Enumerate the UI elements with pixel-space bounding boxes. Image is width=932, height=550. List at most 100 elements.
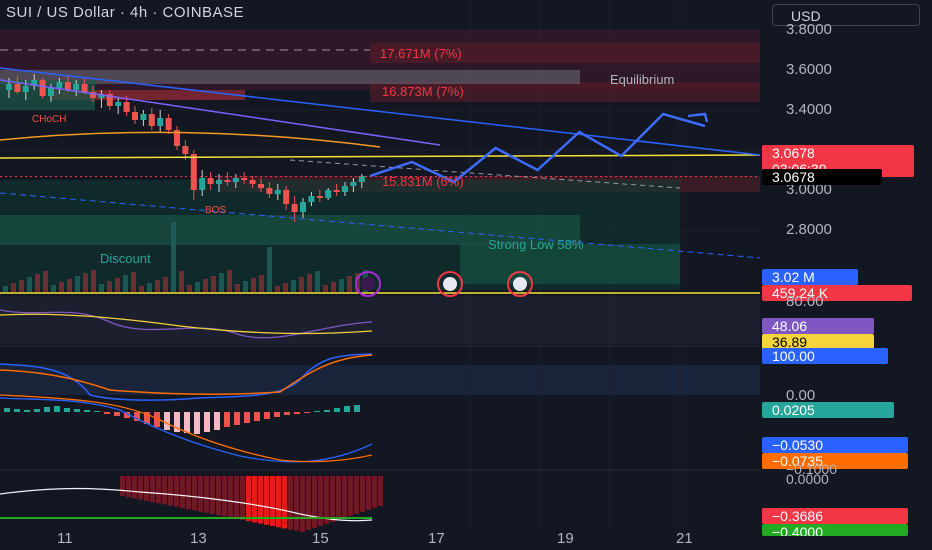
last-pane-bar xyxy=(204,476,209,513)
discount-label: Discount xyxy=(100,251,151,266)
volume-bar xyxy=(323,285,328,292)
volume-bar xyxy=(19,280,24,292)
moving-average xyxy=(0,131,381,148)
last-pane-bar xyxy=(258,476,263,524)
last-pane-bar xyxy=(144,476,149,501)
rsi-ma-tag: 36.89 xyxy=(762,334,874,350)
candle-body xyxy=(224,180,231,182)
us-flag-icon xyxy=(513,277,527,291)
candle-body xyxy=(182,146,189,154)
last-pane-bar xyxy=(156,476,161,504)
price-marker: 3.0678 xyxy=(762,169,882,185)
candle-body xyxy=(325,190,332,198)
last-pane-bar xyxy=(336,476,341,520)
last-pane-bar xyxy=(240,476,245,520)
last-pane-bar xyxy=(186,476,191,510)
currency-selector[interactable]: USD xyxy=(772,4,920,26)
lightning-icon xyxy=(361,277,375,291)
last-pane-bar xyxy=(168,476,173,506)
macd-histogram-bar xyxy=(294,412,300,414)
volume-bar xyxy=(123,275,128,292)
candle-body xyxy=(249,180,256,184)
last-pane-bar xyxy=(174,476,179,507)
candle-body xyxy=(333,190,340,192)
candle-body xyxy=(73,84,80,90)
projection-arrowhead xyxy=(687,112,709,123)
stoch-zero-level: 0.00 xyxy=(786,387,816,404)
candle-body xyxy=(342,186,348,192)
macd-histogram-bar xyxy=(24,410,30,412)
support-line xyxy=(0,154,761,159)
last-pane-bar xyxy=(192,476,197,511)
volume-bar xyxy=(91,270,96,292)
last-pane-bar xyxy=(342,476,347,518)
volume-bar xyxy=(67,279,72,292)
us-flag-icon xyxy=(437,271,463,297)
macd-signal-tag: −0.0735 xyxy=(762,453,908,469)
macd-histogram-bar xyxy=(234,412,240,425)
last-pane-value-tag-2: −0.4000 xyxy=(762,524,908,536)
candle-body xyxy=(283,190,290,204)
volume-bar xyxy=(195,282,200,292)
volume-bar xyxy=(339,279,344,292)
candle-body xyxy=(148,114,155,126)
last-pane-bar xyxy=(126,476,131,498)
order-block xyxy=(50,90,245,100)
macd-histogram-bar xyxy=(344,406,350,412)
volume-bar xyxy=(203,279,208,292)
candle-body xyxy=(123,102,130,112)
x-tick: 17 xyxy=(428,530,445,547)
volume-bar xyxy=(83,273,88,292)
stoch-d-line xyxy=(0,354,373,395)
candle-body xyxy=(190,154,197,190)
macd-histogram-bar xyxy=(244,412,250,423)
volume-bar xyxy=(331,282,336,292)
candle-body xyxy=(266,188,273,194)
price-tick: 3.4000 xyxy=(786,101,832,118)
candle-body xyxy=(81,84,88,92)
macd-histogram-bar xyxy=(14,409,20,412)
candle-body xyxy=(90,92,96,98)
macd-histogram-bar xyxy=(314,411,320,412)
volume-profile-label: 17.671M (7%) xyxy=(380,46,462,61)
x-tick: 21 xyxy=(676,530,693,547)
last-pane-bar xyxy=(252,476,257,523)
demand-zone xyxy=(0,215,580,245)
projection-path xyxy=(369,112,706,184)
candle-body xyxy=(300,202,306,212)
volume-bar xyxy=(43,271,48,292)
volume-bar xyxy=(11,283,16,292)
macd-histogram-bar xyxy=(44,407,50,412)
volume-profile-label: 15.831M (6%) xyxy=(382,174,464,189)
volume-bar xyxy=(235,284,240,292)
candle-body xyxy=(316,196,323,198)
last-pane-bar xyxy=(294,476,299,531)
macd-histogram-bar xyxy=(34,409,40,412)
candle-body xyxy=(165,118,172,130)
bos-label: BOS xyxy=(205,205,227,216)
volume-bar xyxy=(99,284,104,292)
last-pane-bar xyxy=(330,476,335,522)
macd-histogram-bar xyxy=(4,408,10,412)
candle-body xyxy=(207,178,214,184)
signal-line xyxy=(0,394,373,463)
volume-bar xyxy=(283,283,288,292)
volume-bar xyxy=(171,222,176,292)
candle-body xyxy=(308,196,315,202)
macd-histogram-bar xyxy=(134,412,140,421)
price-tick: 3.8000 xyxy=(786,21,832,38)
volume-bar xyxy=(179,271,184,292)
lightning-icon xyxy=(355,271,381,297)
macd-histogram-bar xyxy=(74,409,80,412)
macd-histogram-bar xyxy=(154,412,160,427)
volume-bar xyxy=(75,276,80,292)
rsi-pane-bg xyxy=(0,296,760,344)
candle-body xyxy=(140,114,147,120)
macd-histogram-bar xyxy=(54,406,60,412)
last-pane-bar xyxy=(162,476,167,505)
volume-bar xyxy=(35,274,40,292)
macd-histogram-bar xyxy=(114,412,120,416)
volume-bar xyxy=(355,273,360,292)
macd-histogram-bar xyxy=(304,412,310,413)
